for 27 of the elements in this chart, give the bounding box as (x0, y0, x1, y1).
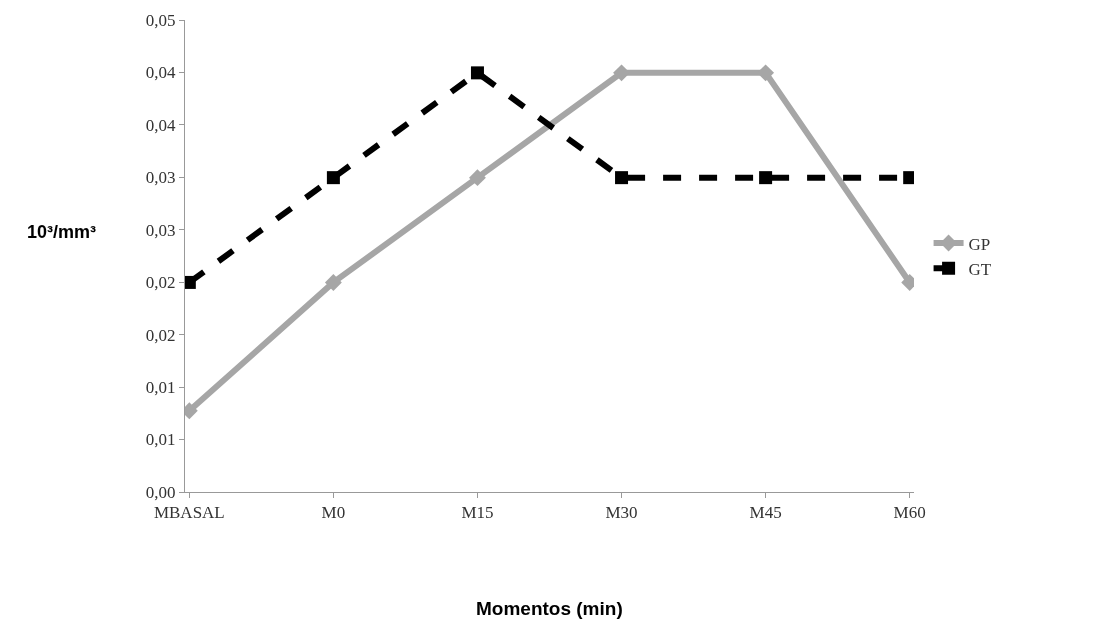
point (326, 171, 340, 185)
y-tick-label: 0,04 (145, 115, 177, 135)
y-tick-label: 0,00 (145, 482, 176, 502)
point (759, 171, 773, 185)
x-tick-label: M60 (893, 503, 926, 523)
y-tick-label: 0,01 (145, 430, 176, 450)
y-tick-label: 0,04 (145, 63, 177, 83)
x-tick-label: MBASAL (153, 503, 225, 523)
point (613, 64, 630, 82)
x-tick-label: M45 (749, 503, 782, 523)
x-axis-title: Momentos (min) (476, 598, 623, 619)
point (324, 273, 342, 291)
point (615, 171, 629, 185)
y-tick-label: 0,01 (145, 378, 176, 398)
x-tick-label: M15 (461, 503, 494, 523)
point (470, 66, 484, 80)
y-tick-label: 0,03 (145, 220, 176, 240)
y-tick-label: 0,03 (145, 168, 176, 188)
y-tick-label: 0,02 (145, 273, 176, 293)
y-tick-label: 0,02 (145, 325, 176, 345)
legend-label: GT (968, 259, 992, 279)
y-tick-label: 0,05 (145, 10, 176, 30)
y-axis-title: 10³/mm³ (27, 222, 97, 242)
legend-label: GP (968, 234, 991, 254)
x-tick-label: M30 (605, 503, 638, 523)
point (469, 169, 486, 187)
x-tick-label: M0 (321, 503, 346, 523)
